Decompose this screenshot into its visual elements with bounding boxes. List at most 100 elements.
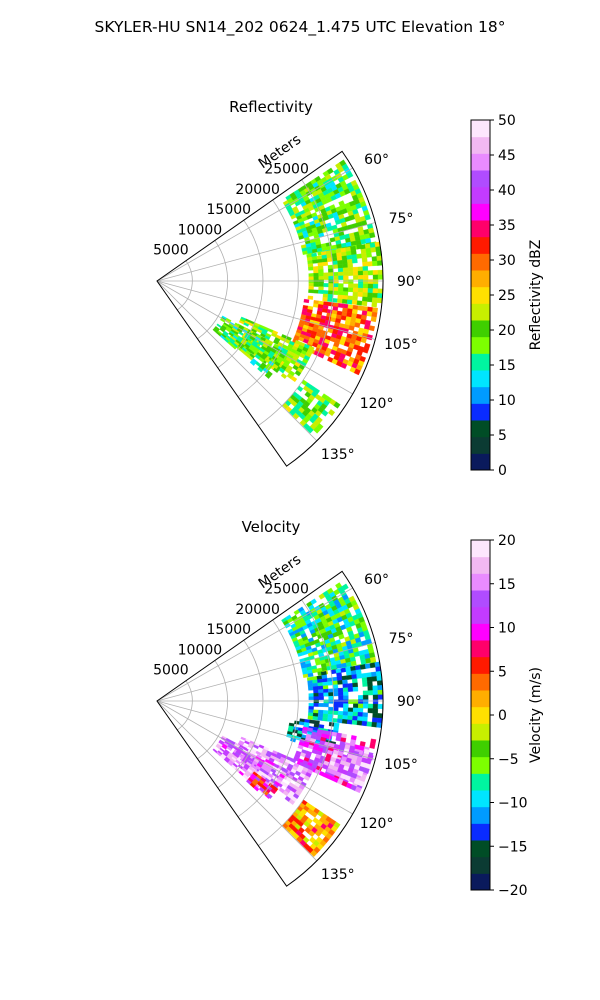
colorbar-bin <box>471 153 490 171</box>
radial-tick-label: 20000 <box>235 602 280 618</box>
azimuth-tick-label: 75° <box>389 631 414 647</box>
colorbar-bin <box>471 436 490 454</box>
colorbar-tick-label: 10 <box>498 393 516 409</box>
colorbar-label: Velocity (m/s) <box>528 667 544 763</box>
azimuth-tick-label: 90° <box>397 274 422 290</box>
azimuth-tick-label: 135° <box>321 867 355 883</box>
azimuth-tick-label: 120° <box>360 396 394 412</box>
range-ring <box>217 640 264 789</box>
colorbar-bin <box>471 773 490 791</box>
colorbar: −20 −15 −10 −5 0 5 10 15 20 Velocity (m/s) <box>470 533 544 899</box>
radial-tick-label: 10000 <box>178 223 223 239</box>
colorbar-bin <box>471 270 490 288</box>
colorbar-bin <box>471 336 490 354</box>
colorbar-tick-label: 5 <box>498 428 507 444</box>
panel-title: Velocity <box>242 518 301 536</box>
echo-region <box>306 661 384 728</box>
azimuth-tick-label: 60° <box>364 152 389 168</box>
colorbar-tick-label: 30 <box>498 253 516 269</box>
echo-region <box>306 241 384 308</box>
radial-tick-label: 5000 <box>153 243 189 259</box>
colorbar-tick-label: −10 <box>498 796 528 812</box>
azimuth-gridline <box>156 222 376 282</box>
azimuth-gridline <box>156 700 353 815</box>
azimuth-gridline <box>156 167 353 282</box>
azimuth-gridline <box>156 587 353 702</box>
azimuth-tick-label: 105° <box>384 337 418 353</box>
colorbar-bin <box>471 656 490 674</box>
echo-cells <box>212 582 384 858</box>
azimuth-gridline <box>156 280 353 395</box>
colorbar-tick-label: 0 <box>498 463 507 479</box>
sector-frame <box>156 150 384 467</box>
range-ring <box>197 660 229 760</box>
colorbar-bin <box>471 186 490 204</box>
colorbar-bin <box>471 806 490 824</box>
echo-region <box>281 582 377 678</box>
echo-region <box>282 799 341 858</box>
colorbar-tick-label: −15 <box>498 839 528 855</box>
colorbar-tick-label: 35 <box>498 218 516 234</box>
azimuth-gridline <box>156 280 376 340</box>
colorbar-bin <box>471 573 490 591</box>
radial-tick-label: 10000 <box>178 643 223 659</box>
colorbar-bin <box>471 623 490 641</box>
colorbar-bin <box>471 740 490 758</box>
azimuth-tick-label: 120° <box>360 816 394 832</box>
range-ring <box>258 599 334 846</box>
colorbar-bin <box>471 640 490 658</box>
colorbar-tick-label: 5 <box>498 664 507 680</box>
colorbar-bin <box>471 303 490 321</box>
radial-tick-label: 15000 <box>207 622 252 638</box>
azimuth-tick-label: 90° <box>397 694 422 710</box>
range-ring <box>237 199 299 398</box>
panel-reflectivity: Reflectivity500010000150002000025000Mete… <box>153 98 544 479</box>
colorbar-bin <box>471 170 490 188</box>
colorbar-bin <box>471 353 490 371</box>
colorbar-bin <box>471 756 490 774</box>
colorbar-tick-label: 40 <box>498 183 516 199</box>
colorbar-bin <box>471 723 490 741</box>
panel-title: Reflectivity <box>229 98 313 116</box>
range-ring <box>217 220 264 369</box>
range-ring <box>258 179 334 426</box>
colorbar-bin <box>471 320 490 338</box>
colorbar-tick-label: 10 <box>498 621 516 637</box>
radial-tick-label: 5000 <box>153 663 189 679</box>
colorbar-bin <box>471 286 490 304</box>
colorbar-tick-label: 50 <box>498 113 516 129</box>
azimuth-tick-label: 135° <box>321 447 355 463</box>
colorbar-tick-label: 15 <box>498 577 516 593</box>
colorbar-label: Reflectivity dBZ <box>528 240 544 351</box>
colorbar-bin <box>471 690 490 708</box>
colorbar: 0 5 10 15 20 25 30 35 40 45 50 Reflectivity dBZ <box>470 113 544 479</box>
colorbar-bin <box>471 386 490 404</box>
azimuth-tick-label: 105° <box>384 757 418 773</box>
range-ring <box>237 619 299 818</box>
colorbar-tick-label: 20 <box>498 533 516 549</box>
colorbar-bin <box>471 790 490 808</box>
colorbar-bin <box>471 420 490 438</box>
echo-region <box>245 771 279 800</box>
colorbar-tick-label: 0 <box>498 708 507 724</box>
colorbar-bin <box>471 403 490 421</box>
colorbar-bin <box>471 120 490 138</box>
colorbar-tick-label: 20 <box>498 323 516 339</box>
colorbar-tick-label: −5 <box>498 752 519 768</box>
colorbar-tick-label: 15 <box>498 358 516 374</box>
colorbar-tick-label: 45 <box>498 148 516 164</box>
radial-tick-label: 25000 <box>264 162 309 178</box>
colorbar-bin <box>471 136 490 154</box>
colorbar-tick-label: 25 <box>498 288 516 304</box>
sector-frame <box>156 570 384 887</box>
colorbar-bin <box>471 203 490 221</box>
azimuth-tick-label: 60° <box>364 572 389 588</box>
echo-region <box>282 379 341 434</box>
azimuth-gridline <box>156 700 376 760</box>
colorbar-bin <box>471 253 490 271</box>
colorbar-bin <box>471 590 490 608</box>
colorbar-bin <box>471 236 490 254</box>
colorbar-bin <box>471 856 490 874</box>
range-ring <box>197 240 229 340</box>
